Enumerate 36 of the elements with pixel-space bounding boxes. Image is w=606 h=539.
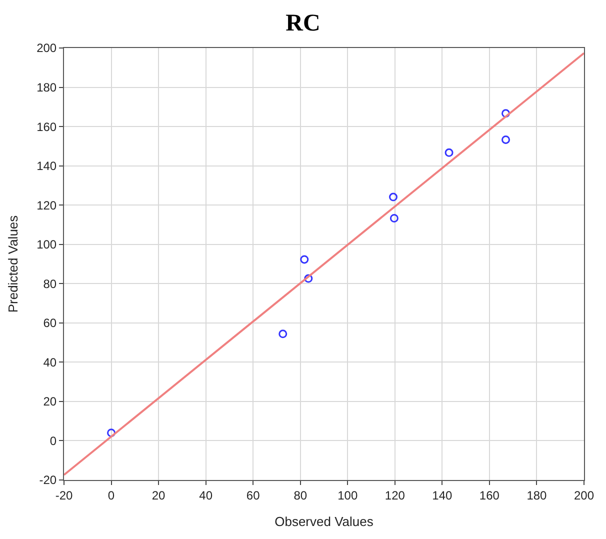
x-tick-label: 0: [108, 488, 115, 502]
y-tick-label: 0: [50, 434, 57, 448]
y-tick-label: 160: [36, 120, 57, 134]
y-tick-label: 20: [43, 394, 57, 409]
y-tick-label: 40: [43, 355, 57, 370]
point: [502, 135, 510, 144]
x-axis-title: Observed Values: [274, 514, 374, 529]
x-tick-label: 120: [384, 488, 406, 502]
x-tick-label: 20: [152, 488, 166, 502]
point: [300, 255, 309, 264]
y-tick-label: -20: [39, 473, 57, 488]
x-tick-label: 200: [574, 488, 594, 502]
point: [389, 192, 398, 202]
x-tick-label: 60: [246, 488, 260, 502]
x-tick-label: -20: [55, 488, 73, 502]
point: [502, 109, 510, 118]
y-tick-label: 60: [43, 316, 57, 330]
x-tick-label: 140: [432, 488, 453, 502]
y-tick-label: 200: [36, 41, 57, 56]
point: [390, 214, 398, 222]
y-tick-label: 120: [36, 198, 57, 212]
y-tick-label: 180: [36, 80, 57, 94]
chart-title: RC: [286, 10, 320, 36]
y-axis-title: Predicted Values: [6, 214, 21, 313]
point: [444, 148, 454, 157]
point: [304, 274, 313, 283]
x-tick-label: 160: [479, 488, 500, 502]
x-tick-label: 100: [338, 488, 358, 502]
point: [107, 428, 116, 438]
x-tick-label: 80: [294, 488, 308, 502]
y-tick-label: 80: [43, 276, 57, 291]
x-tick-label: 180: [526, 488, 548, 502]
y-tick-label: 100: [36, 238, 57, 252]
x-tick-label: 40: [199, 488, 213, 502]
point: [278, 330, 288, 338]
y-tick-label: 140: [36, 159, 57, 174]
